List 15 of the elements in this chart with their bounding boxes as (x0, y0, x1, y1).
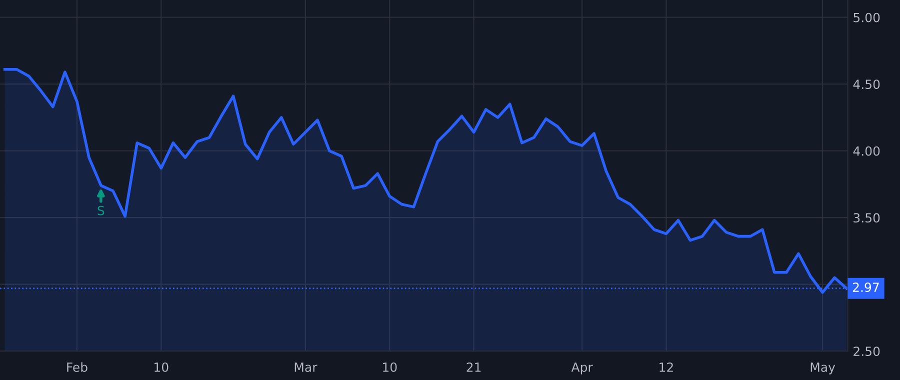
x-tick-label: May (810, 362, 836, 374)
ref-line-label: 2.97 (852, 282, 879, 292)
x-tick-label: 12 (660, 362, 673, 372)
y-tick-label: 2.50 (854, 346, 880, 356)
annotation: S (98, 206, 104, 216)
y-tick-label: 4.00 (853, 146, 880, 156)
x-tick-label: Apr (571, 362, 593, 374)
y-tick-label: 4.50 (853, 80, 880, 90)
x-tick-label: 10 (154, 362, 168, 372)
x-tick-label: Mar (294, 362, 318, 372)
x-tick-label: 10 (383, 362, 397, 372)
y-tick-label: 5.00 (854, 12, 880, 22)
y-tick-label: 3.50 (854, 213, 880, 223)
x-tick-label: Feb (67, 362, 88, 372)
x-tick-label: 21 (466, 362, 481, 372)
